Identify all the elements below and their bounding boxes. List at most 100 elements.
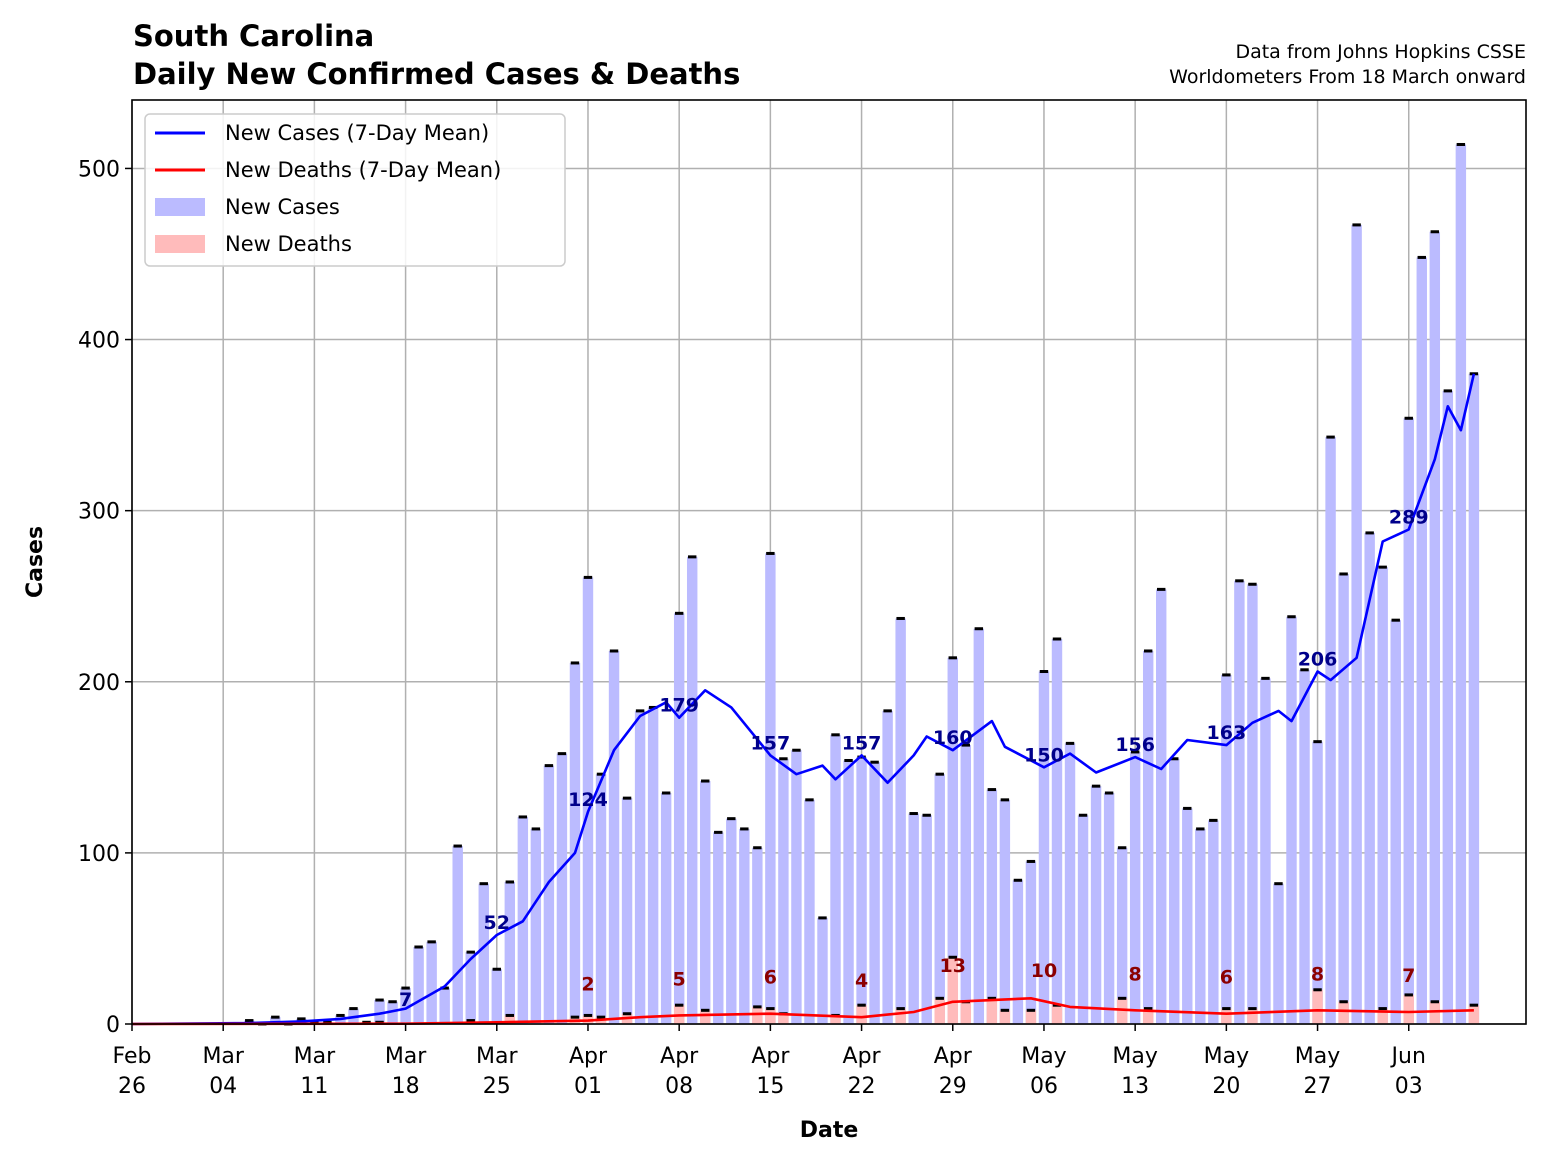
new-cases-bar-cap <box>896 617 904 620</box>
new-deaths-bar-cap <box>753 1005 761 1008</box>
new-cases-bar <box>1247 584 1257 1024</box>
new-deaths-bar-cap <box>1222 1007 1230 1010</box>
x-tick-label-month: Mar <box>476 1044 518 1069</box>
new-cases-bar <box>843 760 853 1024</box>
death-mean-label: 6 <box>1220 967 1233 989</box>
new-deaths-bar-cap <box>506 1014 514 1017</box>
new-cases-bar-cap <box>623 797 631 800</box>
case-mean-label: 7 <box>399 989 412 1011</box>
new-cases-bar-cap <box>988 788 996 791</box>
new-deaths-bar-cap <box>1027 1009 1035 1012</box>
new-cases-bar-cap <box>1274 882 1282 885</box>
new-cases-bar <box>817 918 827 1024</box>
x-tick-label-month: Mar <box>202 1044 244 1069</box>
new-cases-bar <box>609 651 619 1024</box>
new-deaths-bar <box>765 1009 775 1024</box>
new-cases-bar-cap <box>831 733 839 736</box>
y-tick-label: 200 <box>78 671 120 696</box>
new-cases-bar <box>596 774 606 1024</box>
new-cases-bar-cap <box>427 940 435 943</box>
new-cases-bar <box>869 762 879 1024</box>
new-cases-bar-cap <box>480 882 488 885</box>
new-cases-bar-cap <box>1027 860 1035 863</box>
x-tick-label-day: 11 <box>300 1074 328 1099</box>
new-deaths-bar-cap <box>1431 1000 1439 1003</box>
new-cases-bar-cap <box>1183 807 1191 810</box>
new-cases-bar-cap <box>1001 798 1009 801</box>
new-cases-bar-cap <box>714 831 722 834</box>
new-cases-bar <box>648 707 658 1024</box>
new-cases-bar-cap <box>662 792 670 795</box>
new-deaths-bar <box>895 1009 905 1024</box>
new-cases-mean-line <box>132 374 1474 1024</box>
case-mean-label: 124 <box>568 789 608 811</box>
new-cases-bar <box>622 798 632 1024</box>
new-cases-bar-cap <box>545 764 553 767</box>
new-cases-bar <box>426 942 436 1024</box>
case-mean-label: 52 <box>484 912 510 934</box>
new-cases-bar-cap <box>818 916 826 919</box>
new-cases-bar <box>1091 786 1101 1024</box>
new-cases-bar-cap <box>636 709 644 712</box>
new-deaths-bar-cap <box>701 1009 709 1012</box>
new-cases-bar-cap <box>1352 223 1360 226</box>
new-cases-bar <box>935 774 945 1024</box>
new-cases-bar-cap <box>375 999 383 1002</box>
new-deaths-bar <box>700 1010 710 1024</box>
new-cases-bar <box>1195 829 1205 1024</box>
new-deaths-bar <box>1000 1010 1010 1024</box>
y-tick-label: 300 <box>78 500 120 525</box>
new-deaths-bar <box>1404 995 1414 1024</box>
new-cases-bar <box>895 618 905 1024</box>
new-cases-bar-cap <box>1392 619 1400 622</box>
lines <box>132 374 1474 1024</box>
new-cases-bar <box>804 800 814 1024</box>
new-cases-bar-cap <box>1431 230 1439 233</box>
new-deaths-bar <box>1469 1005 1479 1024</box>
new-cases-bar <box>557 754 567 1024</box>
new-cases-bar-cap <box>1066 742 1074 745</box>
y-tick-label: 500 <box>78 157 120 182</box>
new-deaths-bar-cap <box>1248 1007 1256 1010</box>
legend-deaths-bar-swatch <box>155 235 205 253</box>
new-cases-bar <box>1443 391 1453 1024</box>
new-cases-bar-cap <box>245 1019 253 1022</box>
x-tick-label-day: 01 <box>574 1074 602 1099</box>
new-cases-bar-cap <box>336 1014 344 1017</box>
death-mean-label: 5 <box>673 968 686 990</box>
new-cases-bar-cap <box>740 827 748 830</box>
x-tick-label-day: 06 <box>1030 1074 1058 1099</box>
new-cases-bar <box>1104 793 1114 1024</box>
new-cases-bar-cap <box>1092 785 1100 788</box>
new-cases-bar <box>1377 567 1387 1024</box>
new-cases-bar-cap <box>1248 583 1256 586</box>
y-axis-label: Cases <box>23 526 48 598</box>
x-tick-label-month: May <box>1295 1044 1340 1069</box>
new-cases-bar <box>974 629 984 1024</box>
legend-deaths-mean-label: New Deaths (7-Day Mean) <box>225 158 501 182</box>
new-cases-bar <box>1325 437 1335 1024</box>
case-mean-label: 157 <box>751 732 791 754</box>
new-cases-bar-cap <box>1105 792 1113 795</box>
new-cases-bar-cap <box>1457 143 1465 146</box>
x-tick-label-day: 26 <box>118 1074 146 1099</box>
new-deaths-bar-cap <box>1313 988 1321 991</box>
new-cases-bar-cap <box>779 757 787 760</box>
x-tick-label-month: Jun <box>1390 1044 1426 1069</box>
case-mean-label: 150 <box>1024 744 1064 766</box>
new-cases-bar <box>765 553 775 1024</box>
new-deaths-bar <box>1052 1005 1062 1024</box>
new-cases-bar-cap <box>519 815 527 818</box>
new-cases-bar <box>661 793 671 1024</box>
new-deaths-bar <box>1117 998 1127 1024</box>
new-cases-bar <box>1065 743 1075 1024</box>
new-cases-bar-cap <box>1053 638 1061 641</box>
new-cases-bar-cap <box>792 749 800 752</box>
new-cases-bar-cap <box>610 649 618 652</box>
x-tick-label-month: Apr <box>751 1044 790 1069</box>
x-tick-label-month: Mar <box>294 1044 336 1069</box>
new-cases-bar <box>791 750 801 1024</box>
new-cases-bar-cap <box>975 627 983 630</box>
new-cases-bar <box>882 711 892 1024</box>
x-tick-label-day: 20 <box>1212 1074 1240 1099</box>
